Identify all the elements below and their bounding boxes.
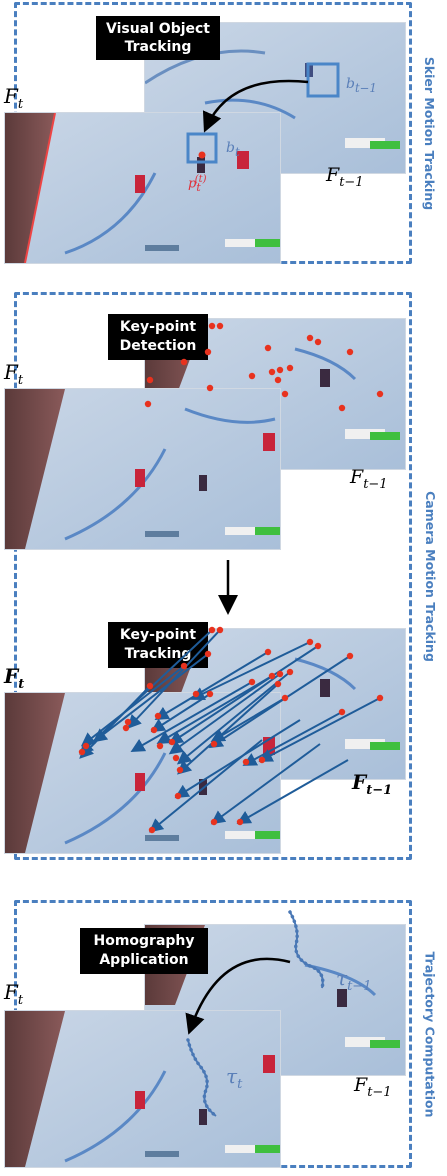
trajectory-side-label: Trajectory Computation bbox=[422, 951, 438, 1117]
frame-t-label-2: Ft bbox=[4, 360, 24, 388]
frame-t-label-4: Ft bbox=[4, 980, 24, 1008]
frame-current-track bbox=[4, 692, 281, 854]
homography-application-tag: Homography Application bbox=[80, 928, 208, 974]
frame-current-detect bbox=[4, 388, 281, 550]
frame-current-1 bbox=[4, 112, 281, 264]
point-label: pt(t) bbox=[188, 174, 207, 194]
trajectory-current-label: τt bbox=[226, 1064, 243, 1092]
frame-prev-label-1: Ft−1 bbox=[326, 164, 364, 190]
keypoint-tracking-tag: Key-point Tracking bbox=[108, 622, 208, 668]
box-prev-label: bt−1 bbox=[346, 76, 377, 95]
frame-prev-label-2: Ft−1 bbox=[350, 466, 388, 492]
visual-object-tracking-tag: Visual Object Tracking bbox=[96, 16, 220, 60]
skier-motion-side-label: Skier Motion Tracking bbox=[422, 56, 438, 210]
frame-current-traj bbox=[4, 1010, 281, 1168]
camera-motion-panel bbox=[14, 292, 412, 860]
trajectory-prev-label: τt−1 bbox=[336, 966, 372, 994]
frame-prev-label-4: Ft−1 bbox=[354, 1074, 392, 1100]
frame-t-label-1: Ft bbox=[4, 84, 24, 112]
frame-t-label-3: Ft bbox=[4, 664, 25, 692]
box-current-label: bt bbox=[226, 140, 240, 159]
frame-prev-label-3: Ft−1 bbox=[352, 770, 393, 798]
camera-motion-side-label: Camera Motion Tracking bbox=[422, 490, 438, 662]
keypoint-detection-tag: Key-point Detection bbox=[108, 314, 208, 360]
